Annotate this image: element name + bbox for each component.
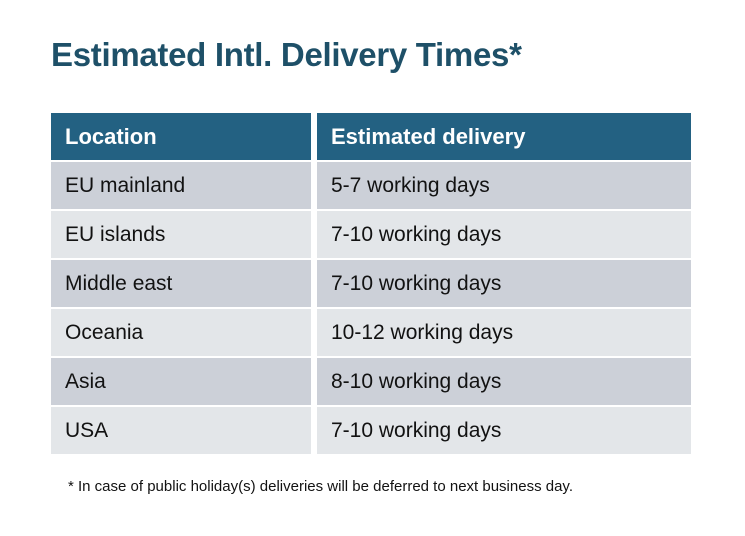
- cell-estimated-delivery: 7-10 working days: [317, 209, 691, 258]
- page-title: Estimated Intl. Delivery Times*: [51, 36, 522, 73]
- table-header-row: Location Estimated delivery: [51, 113, 691, 160]
- cell-estimated-delivery: 8-10 working days: [317, 356, 691, 405]
- cell-location: EU mainland: [51, 160, 317, 209]
- table-row: USA 7-10 working days: [51, 405, 691, 454]
- cell-estimated-delivery: 5-7 working days: [317, 160, 691, 209]
- table-row: EU mainland 5-7 working days: [51, 160, 691, 209]
- column-header-estimated-delivery: Estimated delivery: [317, 113, 691, 160]
- cell-location: Middle east: [51, 258, 317, 307]
- table-row: Asia 8-10 working days: [51, 356, 691, 405]
- cell-location: EU islands: [51, 209, 317, 258]
- footnote: * In case of public holiday(s) deliverie…: [68, 478, 573, 495]
- table-row: EU islands 7-10 working days: [51, 209, 691, 258]
- estimated-delivery-times-table: Location Estimated delivery EU mainland …: [51, 113, 691, 454]
- column-header-location: Location: [51, 113, 317, 160]
- table-body: EU mainland 5-7 working days EU islands …: [51, 160, 691, 454]
- table-row: Middle east 7-10 working days: [51, 258, 691, 307]
- cell-location: Oceania: [51, 307, 317, 356]
- cell-estimated-delivery: 7-10 working days: [317, 405, 691, 454]
- cell-location: USA: [51, 405, 317, 454]
- table-header: Location Estimated delivery: [51, 113, 691, 160]
- cell-estimated-delivery: 7-10 working days: [317, 258, 691, 307]
- cell-location: Asia: [51, 356, 317, 405]
- table-row: Oceania 10-12 working days: [51, 307, 691, 356]
- cell-estimated-delivery: 10-12 working days: [317, 307, 691, 356]
